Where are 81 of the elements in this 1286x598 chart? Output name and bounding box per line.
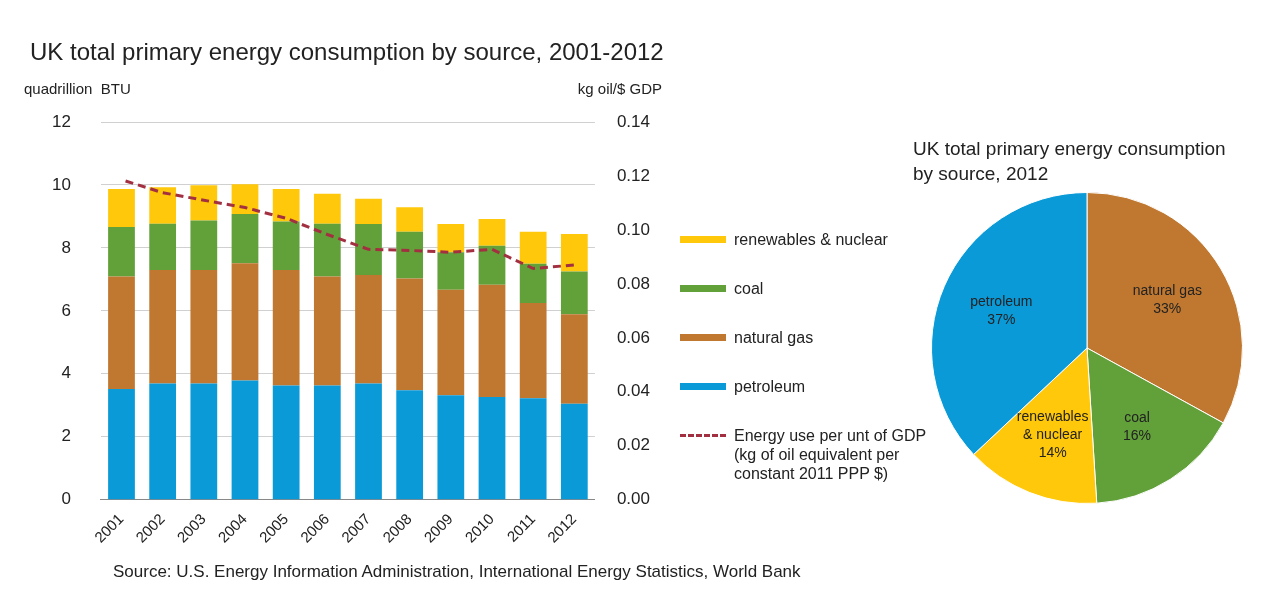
bar: [190, 220, 218, 270]
legend-label: renewables & nuclear: [734, 230, 888, 249]
bar: [478, 218, 506, 246]
bar: [190, 383, 218, 500]
data-label: 33%: [1153, 300, 1182, 317]
bar: [437, 289, 465, 396]
y2-tick-label: 0.06: [616, 327, 651, 347]
bar: [519, 231, 547, 264]
chart-title: UK total primary energy consumption by source, 2001-2012: [30, 38, 664, 66]
bar: [149, 187, 177, 224]
bar: [437, 252, 465, 290]
bar: [272, 221, 300, 270]
bar: [437, 223, 465, 253]
legend-label: coal: [734, 279, 764, 298]
bar: [519, 263, 547, 303]
bar: [437, 395, 465, 500]
bar: [478, 284, 506, 398]
bar: [396, 231, 424, 279]
bar: [519, 398, 547, 500]
bar: [272, 189, 300, 222]
bar: [313, 385, 341, 500]
slice-label: coal: [1124, 408, 1150, 425]
y2-tick-label: 0.08: [616, 273, 651, 293]
bar: [478, 245, 506, 285]
y-tick-label: 0: [61, 489, 71, 509]
bar: [560, 403, 588, 500]
y2-axis-title: kg oil/$ GDP: [577, 80, 662, 97]
bar: [149, 383, 177, 500]
chart-title: UK total primary energy consumption by source, 2012: [913, 137, 1227, 186]
legend-label: petroleum: [734, 377, 806, 396]
y2-tick-label: 0.10: [616, 219, 651, 239]
bar: [396, 390, 424, 500]
y-tick-label: 6: [61, 300, 71, 320]
bar: [355, 198, 382, 224]
data-label: 37%: [987, 310, 1016, 327]
bar: [560, 271, 588, 315]
bar: [231, 213, 259, 264]
bar: [190, 269, 218, 384]
legend-label: Energy use per unt of GDP (kg of oil equivalent per constant 2011 PPP $): [734, 426, 927, 483]
y2-tick-label: 0.00: [616, 489, 651, 509]
bar: [190, 185, 218, 221]
bar: [231, 380, 259, 500]
slice-label: natural gas: [1132, 282, 1202, 299]
bar: [108, 189, 135, 228]
y-tick-label: 10: [51, 174, 71, 194]
y-tick-label: 12: [51, 111, 71, 131]
bar: [108, 388, 135, 500]
bar: [108, 227, 135, 277]
y-tick-label: 4: [61, 363, 71, 383]
data-label: 16%: [1122, 426, 1152, 443]
bar: [519, 302, 547, 399]
bar: [478, 397, 506, 500]
y2-tick-label: 0.04: [616, 381, 651, 401]
y2-tick-label: 0.02: [616, 435, 651, 455]
bar: [231, 184, 259, 214]
legend-label: natural gas: [734, 328, 814, 347]
slice-label: renewables & nuclear: [1016, 407, 1089, 442]
data-label: 14%: [1038, 443, 1067, 460]
bar: [149, 269, 177, 384]
bar: [272, 385, 300, 500]
bar: [313, 276, 341, 386]
slice-label: petroleum: [970, 292, 1033, 309]
bar: [560, 234, 588, 272]
y-axis-title: quadrillion BTU: [24, 80, 131, 97]
bar: [355, 383, 382, 500]
bar: [355, 223, 382, 275]
bar: [396, 207, 424, 232]
bar: [560, 314, 588, 404]
bar: [231, 263, 259, 381]
bar: [355, 274, 382, 384]
y-tick-label: 8: [61, 237, 71, 257]
bar: [396, 278, 424, 391]
y2-tick-label: 0.14: [616, 111, 651, 131]
y-tick-label: 2: [61, 426, 71, 446]
bar: [108, 276, 135, 389]
bar: [149, 223, 177, 270]
source-note: Source: U.S. Energy Information Administration, International Energy Statistics, World Bank: [113, 562, 801, 582]
y2-tick-label: 0.12: [616, 165, 651, 185]
bar: [313, 193, 341, 224]
bar: [272, 269, 300, 386]
bar: [313, 223, 341, 277]
